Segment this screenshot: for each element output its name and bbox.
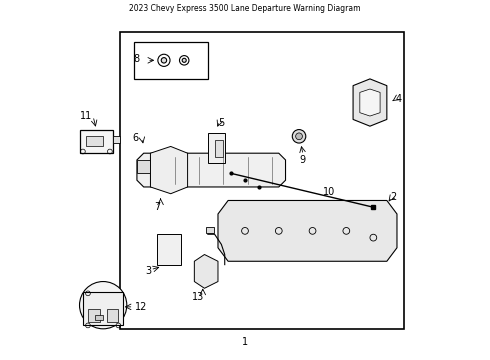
Circle shape	[292, 130, 306, 143]
Text: 1: 1	[242, 337, 248, 347]
Circle shape	[295, 133, 302, 140]
Text: 5: 5	[218, 118, 224, 128]
Text: 13: 13	[192, 292, 204, 302]
Bar	[134, 42, 208, 79]
Text: 11: 11	[79, 111, 92, 121]
Text: 9: 9	[299, 155, 305, 165]
Polygon shape	[137, 160, 150, 174]
Text: 12: 12	[135, 302, 147, 312]
Ellipse shape	[79, 282, 127, 329]
Bar	[113, 136, 120, 143]
Circle shape	[161, 58, 167, 63]
Bar	[83, 292, 123, 325]
Polygon shape	[195, 255, 218, 288]
Text: 10: 10	[323, 187, 335, 197]
Bar	[86, 136, 103, 147]
Bar	[79, 130, 113, 153]
Text: 3: 3	[146, 266, 152, 276]
Bar	[164, 241, 174, 258]
Text: 6: 6	[132, 133, 138, 143]
Bar	[106, 309, 119, 322]
Bar	[157, 234, 181, 265]
Text: 8: 8	[134, 54, 140, 64]
Bar	[206, 228, 214, 233]
Circle shape	[182, 58, 186, 62]
Bar	[120, 32, 404, 329]
Polygon shape	[137, 153, 286, 187]
Text: 4: 4	[395, 94, 401, 104]
Title: 2023 Chevy Express 3500 Lane Departure Warning Diagram: 2023 Chevy Express 3500 Lane Departure W…	[129, 4, 361, 13]
Bar	[95, 315, 103, 320]
Polygon shape	[218, 201, 397, 261]
Bar	[215, 140, 223, 157]
Polygon shape	[360, 89, 380, 116]
Text: 2: 2	[390, 192, 396, 202]
Text: 7: 7	[154, 202, 160, 212]
Polygon shape	[353, 79, 387, 126]
Bar	[208, 133, 225, 163]
Bar	[88, 309, 100, 322]
Polygon shape	[150, 147, 188, 194]
